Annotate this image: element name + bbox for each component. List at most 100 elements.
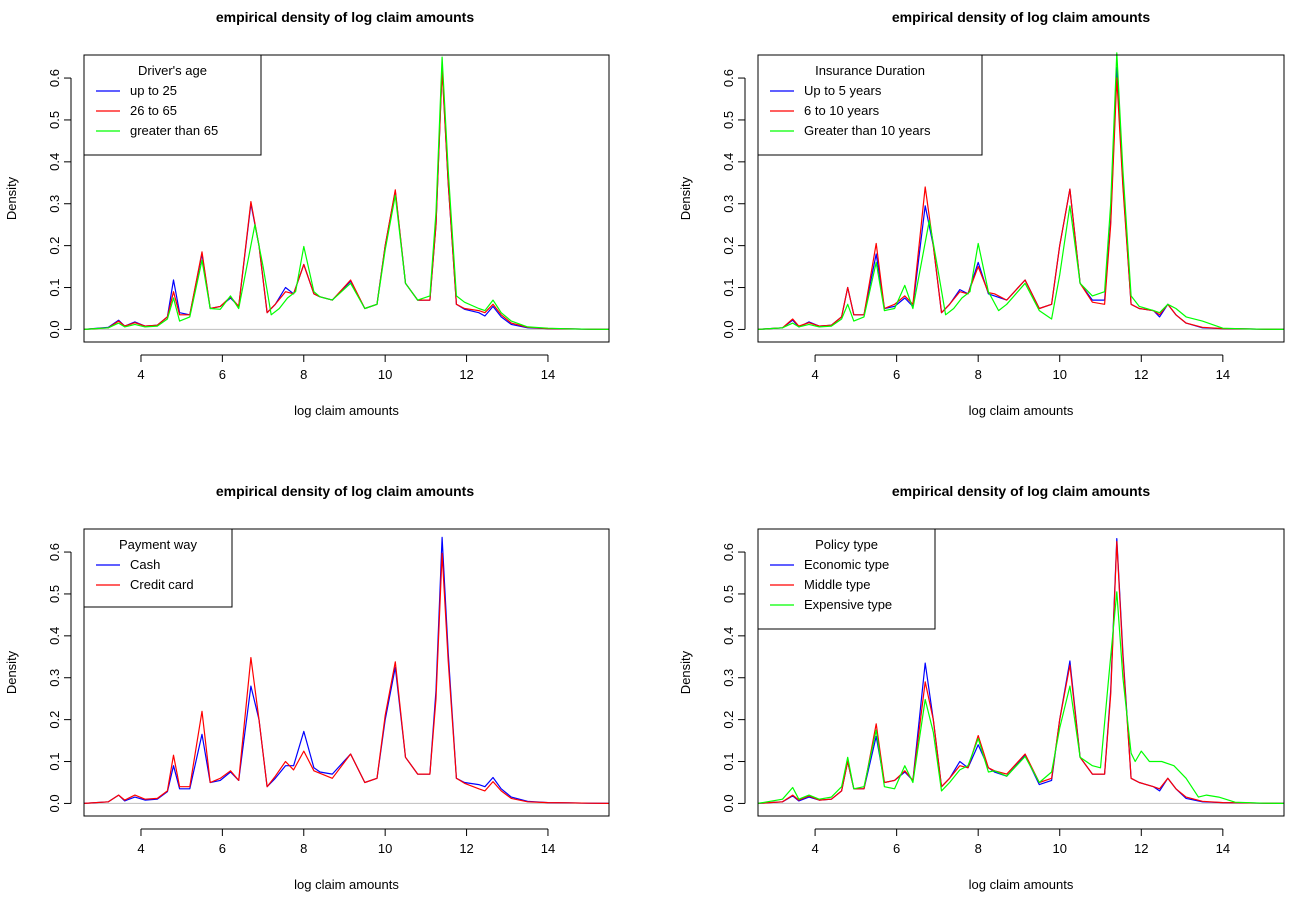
x-axis-label: log claim amounts — [294, 877, 399, 892]
y-axis: 0.0 0.1 0.2 0.3 0.4 0.5 0.6 — [721, 69, 746, 338]
y-axis-label: Density — [678, 176, 693, 220]
x-tick-label: 6 — [219, 367, 226, 382]
x-tick-label: 14 — [541, 367, 555, 382]
y-tick-label: 0.6 — [721, 543, 736, 561]
x-tick-label: 12 — [1134, 367, 1148, 382]
plot-frame — [83, 54, 610, 343]
x-tick-label: 10 — [1053, 367, 1067, 382]
y-tick-label: 0.6 — [47, 543, 62, 561]
x-axis: 4 6 8 10 12 14 — [137, 828, 555, 856]
x-tick-label: 14 — [1216, 841, 1230, 856]
panel-1: empirical density of log claim amounts 4 6… — [4, 9, 610, 418]
legend-item-label: greater than 65 — [130, 123, 218, 138]
y-tick-label: 0.0 — [47, 794, 62, 812]
legend: Payment way Cash Credit card — [83, 528, 233, 608]
series-line-3 — [757, 591, 1285, 804]
y-tick-label: 0.2 — [721, 237, 736, 255]
y-tick-label: 0.1 — [47, 278, 62, 296]
chart-title: empirical density of log claim amounts — [892, 9, 1150, 25]
x-tick-label: 10 — [378, 367, 392, 382]
y-tick-label: 0.5 — [721, 111, 736, 129]
legend-item-label: 26 to 65 — [130, 103, 177, 118]
legend-item-label: Greater than 10 years — [804, 123, 931, 138]
y-tick-label: 0.3 — [47, 669, 62, 687]
chart-title: empirical density of log claim amounts — [892, 483, 1150, 499]
series-line-3 — [83, 56, 610, 330]
y-tick-label: 0.2 — [47, 711, 62, 729]
legend-box — [83, 528, 233, 608]
y-tick-label: 0.1 — [721, 752, 736, 770]
plot-frame — [83, 528, 610, 817]
y-tick-label: 0.4 — [47, 627, 62, 645]
x-tick-label: 10 — [1053, 841, 1067, 856]
legend-box — [757, 54, 983, 156]
x-axis-label: log claim amounts — [969, 877, 1074, 892]
plot-frame — [757, 54, 1285, 343]
series-line-2 — [757, 77, 1285, 330]
legend-item-label: Middle type — [804, 577, 870, 592]
x-tick-label: 12 — [459, 841, 473, 856]
x-tick-label: 14 — [1216, 367, 1230, 382]
x-tick-label: 12 — [459, 367, 473, 382]
legend-item-label: 6 to 10 years — [804, 103, 880, 118]
legend-item-label: up to 25 — [130, 83, 177, 98]
y-tick-label: 0.5 — [47, 111, 62, 129]
chart-title: empirical density of log claim amounts — [216, 9, 474, 25]
y-tick-label: 0.6 — [47, 69, 62, 87]
series-line-3 — [757, 52, 1285, 330]
x-tick-label: 8 — [300, 841, 307, 856]
y-tick-label: 0.0 — [47, 320, 62, 338]
y-axis-label: Density — [4, 650, 19, 694]
plot-frame — [757, 528, 1285, 817]
y-axis: 0.0 0.1 0.2 0.3 0.4 0.5 0.6 — [47, 543, 72, 812]
series-line-2 — [83, 552, 610, 804]
legend-item-label: Up to 5 years — [804, 83, 882, 98]
x-tick-label: 4 — [811, 367, 818, 382]
x-tick-label: 8 — [975, 841, 982, 856]
x-tick-label: 12 — [1134, 841, 1148, 856]
legend-item-label: Economic type — [804, 557, 889, 572]
x-tick-label: 4 — [137, 841, 144, 856]
x-tick-label: 14 — [541, 841, 555, 856]
legend-title: Insurance Duration — [815, 63, 925, 78]
y-tick-label: 0.1 — [47, 752, 62, 770]
y-axis-label: Density — [678, 650, 693, 694]
x-tick-label: 8 — [300, 367, 307, 382]
legend-title: Driver's age — [138, 63, 207, 78]
y-axis: 0.0 0.1 0.2 0.3 0.4 0.5 0.6 — [721, 543, 746, 812]
x-tick-label: 10 — [378, 841, 392, 856]
y-tick-label: 0.2 — [721, 711, 736, 729]
y-tick-label: 0.3 — [47, 195, 62, 213]
panel-4: empirical density of log claim amounts 4 6… — [678, 483, 1285, 892]
y-tick-label: 0.0 — [721, 794, 736, 812]
legend-box — [83, 54, 262, 156]
y-tick-label: 0.4 — [721, 153, 736, 171]
y-tick-label: 0.2 — [47, 237, 62, 255]
y-tick-label: 0.5 — [47, 585, 62, 603]
legend: Policy type Economic type Middle type Expen… — [757, 528, 936, 630]
x-tick-label: 6 — [219, 841, 226, 856]
y-tick-label: 0.4 — [721, 627, 736, 645]
legend-title: Policy type — [815, 537, 878, 552]
x-tick-label: 6 — [893, 367, 900, 382]
panel-3: empirical density of log claim amounts 4 6… — [4, 483, 610, 892]
x-axis: 4 6 8 10 12 14 — [811, 354, 1230, 382]
y-axis-label: Density — [4, 176, 19, 220]
x-tick-label: 4 — [137, 367, 144, 382]
legend: Insurance Duration Up to 5 years 6 to 10 y… — [757, 54, 983, 156]
x-axis: 4 6 8 10 12 14 — [137, 354, 555, 382]
y-tick-label: 0.3 — [721, 195, 736, 213]
y-tick-label: 0.5 — [721, 585, 736, 603]
series-line-1 — [83, 536, 610, 804]
y-tick-label: 0.4 — [47, 153, 62, 171]
legend-item-label: Expensive type — [804, 597, 892, 612]
y-tick-label: 0.0 — [721, 320, 736, 338]
legend-title: Payment way — [119, 537, 198, 552]
x-tick-label: 4 — [811, 841, 818, 856]
y-tick-label: 0.1 — [721, 278, 736, 296]
legend-item-label: Cash — [130, 557, 160, 572]
legend-box — [757, 528, 936, 630]
y-tick-label: 0.3 — [721, 669, 736, 687]
legend: Driver's age up to 25 26 to 65 greater than… — [83, 54, 262, 156]
y-axis: 0.0 0.1 0.2 0.3 0.4 0.5 0.6 — [47, 69, 72, 338]
